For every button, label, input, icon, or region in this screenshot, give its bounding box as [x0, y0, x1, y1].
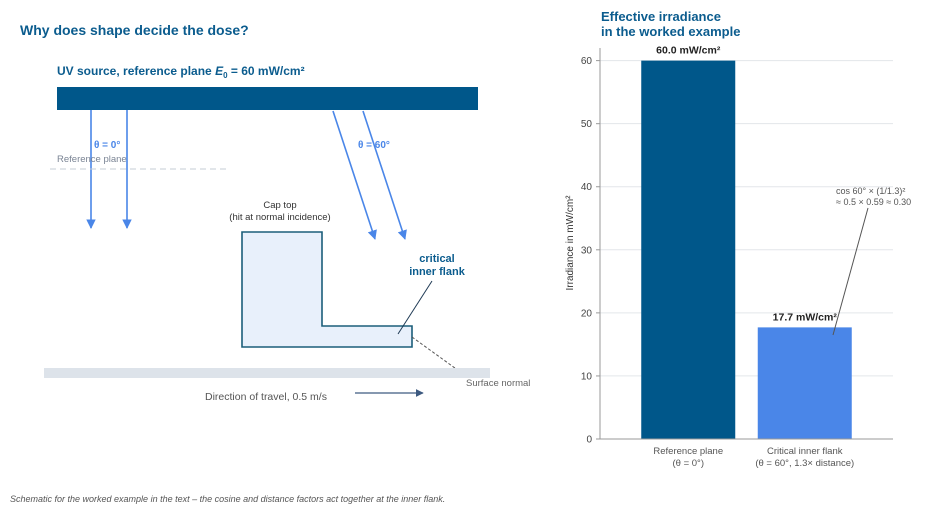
bar-value-label: 60.0 mW/cm² — [656, 45, 721, 57]
l-shaped-part — [241, 231, 413, 348]
x-tick-sublabel: (θ = 0°) — [672, 458, 704, 469]
theta0-label: θ = 0° — [94, 140, 120, 151]
critical-label-2: inner flank — [409, 266, 466, 278]
chart-title-line1: Effective irradiance — [601, 9, 721, 24]
travel-label: Direction of travel, 0.5 m/s — [205, 391, 327, 403]
annotation-pointer — [832, 207, 869, 336]
y-tick-label: 0 — [586, 435, 592, 446]
bar-2 — [757, 327, 852, 439]
annotation-line2: ≈ 0.5 × 0.59 ≈ 0.30 — [836, 197, 911, 207]
conveyor-floor — [44, 368, 490, 378]
figure-caption: Schematic for the worked example in the … — [10, 494, 445, 504]
uv-source-label-symbol: E — [215, 64, 224, 78]
cap-top-label-2: (hit at normal incidence) — [229, 212, 330, 223]
ray-oblique-2 — [362, 110, 407, 240]
x-tick-label: Critical inner flank — [767, 446, 843, 457]
chart-x-labels: Reference plane(θ = 0°) Critical inner fl… — [653, 446, 854, 469]
left-title: Why does shape decide the dose? — [20, 22, 249, 38]
uv-source-label-sub: 0 — [223, 71, 228, 80]
uv-source-label-prefix: UV source, reference plane — [57, 64, 215, 78]
surface-normal-pointer — [411, 336, 460, 372]
x-tick-sublabel: (θ = 60°, 1.3× distance) — [755, 458, 854, 469]
y-tick-label: 60 — [581, 56, 593, 67]
annotation-line1: cos 60° × (1/1.3)² — [836, 186, 905, 196]
surface-normal-label: Surface normal — [466, 378, 530, 389]
y-tick-label: 50 — [581, 119, 593, 130]
chart-title-line2: in the worked example — [601, 24, 740, 39]
y-axis-label: Irradiance in mW/cm² — [565, 195, 576, 291]
y-tick-label: 40 — [581, 182, 593, 193]
y-tick-label: 10 — [581, 371, 593, 382]
chart-bars — [641, 60, 852, 439]
uv-source-label-suffix: = 60 mW/cm² — [228, 64, 305, 78]
uv-source-bar — [57, 87, 478, 110]
chart-y-ticks: 0 10 20 30 40 50 60 — [581, 56, 600, 446]
critical-pointer-line — [397, 280, 433, 335]
cap-top-label-1: Cap top — [263, 200, 296, 211]
reference-plane-label: Reference plane — [57, 154, 127, 165]
x-tick-label: Reference plane — [653, 446, 723, 457]
theta60-label: θ = 60° — [358, 140, 390, 151]
y-tick-label: 20 — [581, 308, 593, 319]
chart-value-labels: 60.0 mW/cm² 17.7 mW/cm² — [656, 45, 837, 324]
uv-source-label: UV source, reference plane E0 = 60 mW/cm… — [57, 64, 305, 80]
bar-value-label: 17.7 mW/cm² — [773, 311, 838, 323]
y-tick-label: 30 — [581, 245, 593, 256]
bar-1 — [641, 60, 736, 439]
ray-oblique-1 — [332, 110, 377, 240]
critical-label-1: critical — [419, 253, 454, 265]
